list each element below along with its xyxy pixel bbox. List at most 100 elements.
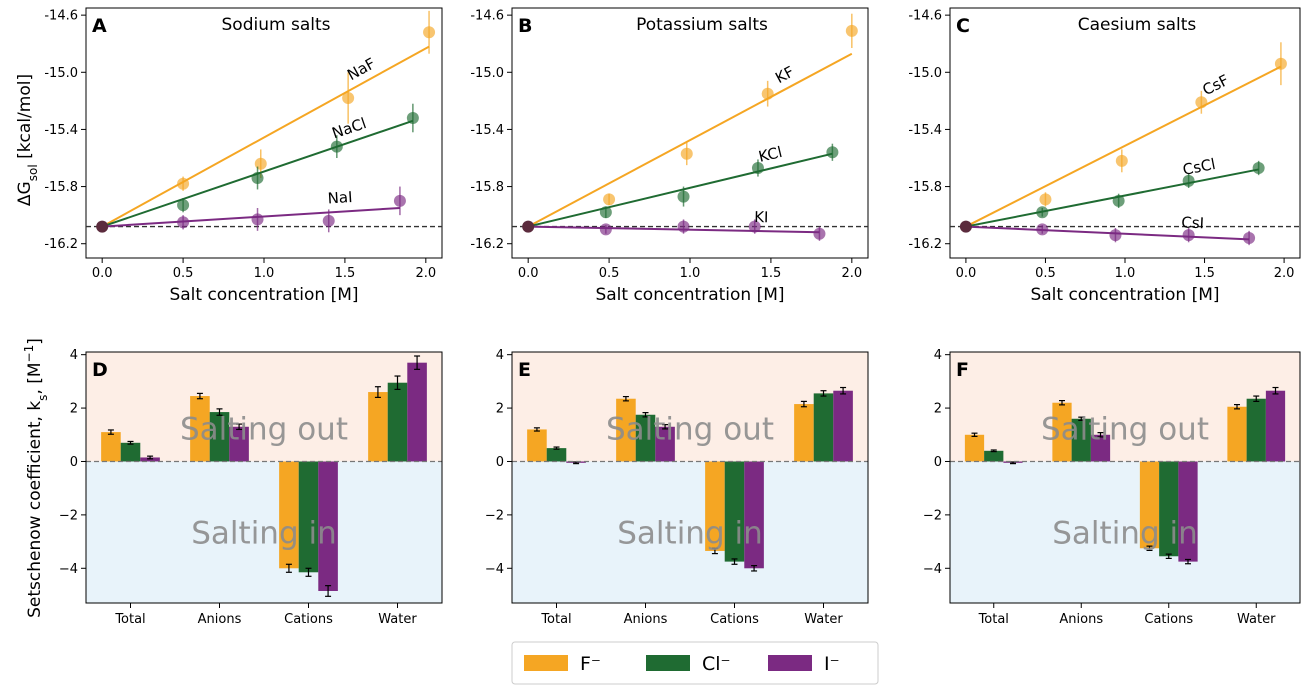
panel-letter: D [92,359,108,381]
bar [1246,398,1266,462]
x-tick-label: 2.0 [841,266,862,281]
y-tick-label: -15.8 [908,180,942,195]
legend-label: Cl⁻ [702,653,731,675]
data-point [177,199,190,212]
bar [1139,461,1160,549]
data-point [1109,229,1122,242]
panels: -14.6 -15.0 -15.4 -15.8 -16.2 0.0 0.5 1.0 1.5 2.0… [44,7,1301,627]
salting-in-region [950,461,1300,603]
data-point [1039,193,1052,206]
bar [635,414,656,462]
bar [813,393,834,462]
series-kf: KF [527,13,858,228]
fit-line [965,65,1282,228]
x-tick-label: 1.0 [254,266,275,281]
y-tick-label: −2 [485,508,504,523]
fit-line [528,225,820,234]
top-y-label-sub: sol [26,164,40,181]
series-ki: KI [528,208,826,241]
legend-swatch [768,655,812,671]
data-point [680,147,693,160]
data-point [761,87,774,100]
x-tick-label: 2.0 [1274,266,1295,281]
salting-out-label: Salting out [1041,411,1209,447]
bar [1090,434,1111,462]
data-point [1182,174,1195,187]
y-tick-label: -15.4 [908,123,942,138]
bar [279,461,299,569]
bar [140,457,160,462]
data-point [677,220,690,233]
y-tick-label: -15.4 [44,123,78,138]
y-tick-label: -14.6 [44,9,78,24]
bottom-y-label-sub: s [36,395,50,401]
y-tick-label: -14.6 [470,9,504,24]
x-tick-label: 0.5 [599,266,620,281]
panel-a: -14.6 -15.0 -15.4 -15.8 -16.2 0.0 0.5 1.0 1.5 2.0… [44,7,443,305]
data-point [826,146,839,159]
fit-line [527,52,853,228]
data-point [177,216,190,229]
category-label: Total [540,612,571,627]
bar [190,396,210,462]
data-point [251,172,264,184]
category-label: Anions [1059,612,1103,627]
data-point [677,190,690,203]
bar [833,390,853,462]
top-y-axis-label: ΔGsol [kcal/mol] [15,74,40,206]
bottom-y-label-unit: , [M [25,362,45,394]
series-csf: CsF [965,42,1287,228]
origin-point [96,220,109,233]
data-point [1252,162,1265,174]
x-axis-label: Salt concentration [M] [1030,285,1219,305]
plot-frame [949,351,1301,604]
y-tick-label: -15.8 [470,180,504,195]
bar [298,461,319,573]
data-point [1036,223,1049,236]
data-point [1195,96,1208,109]
panel-c: -14.6 -15.0 -15.4 -15.8 -16.2 0.0 0.5 1.0 1.5 2.0… [908,7,1301,305]
y-tick-label: -15.0 [470,66,504,81]
bar [724,461,745,562]
top-y-label-main: ΔG [15,181,35,206]
y-tick-label: -16.2 [908,237,942,252]
x-tick-label: 0.0 [956,266,977,281]
panel-letter: B [518,15,532,37]
salting-out-label: Salting out [606,411,774,447]
data-point [1112,194,1125,207]
y-tick-label: 4 [496,348,504,363]
category-label: Anions [624,612,668,627]
plot-frame [511,7,869,259]
plot-frame [949,7,1301,259]
y-tick-label: −4 [923,562,942,577]
plot-frame [85,351,443,604]
series-cscl: CsCl [965,155,1265,228]
x-axis-label: Salt concentration [M] [595,285,784,305]
bar [705,461,725,551]
data-point [603,193,616,206]
bar [318,461,338,591]
series-label: NaF [344,54,378,84]
bar [120,442,141,462]
bottom-y-label-main: Setschenow coefficient, k [25,401,45,618]
bar [229,426,249,462]
y-tick-label: -15.0 [908,66,942,81]
panel-letter: E [518,359,531,381]
y-tick-label: −4 [485,562,504,577]
fit-line [102,207,400,228]
plot-frame [511,351,869,604]
y-tick-label: 0 [496,455,504,470]
data-point [393,194,406,207]
panel-b: -14.6 -15.0 -15.4 -15.8 -16.2 0.0 0.5 1.0 1.5 2.0… [470,7,869,305]
fit-line [101,45,430,228]
x-tick-label: 1.5 [1194,266,1215,281]
category-label: Cations [710,612,759,627]
data-point [748,220,761,233]
data-point [599,206,612,219]
legend-swatch [646,655,690,671]
y-tick-label: −4 [59,562,78,577]
data-point [423,26,436,39]
panel-title: Sodium salts [222,15,331,35]
data-point [1036,206,1049,219]
